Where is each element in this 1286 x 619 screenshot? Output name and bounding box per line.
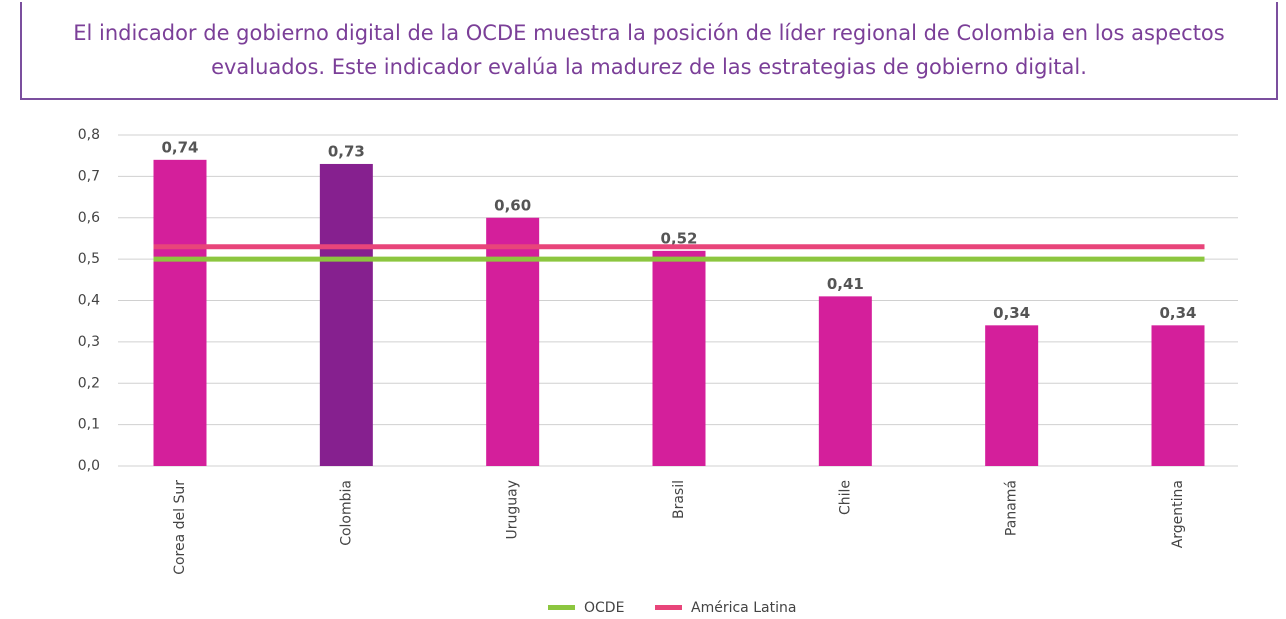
x-tick-label: Corea del Sur xyxy=(172,480,188,575)
value-label: 0,52 xyxy=(660,229,697,247)
value-label: 0,73 xyxy=(328,142,365,160)
legend-label: OCDE xyxy=(584,600,624,616)
y-tick-label: 0,0 xyxy=(78,458,100,474)
x-tick-label: Chile xyxy=(837,480,853,515)
bar xyxy=(153,159,207,466)
value-label: 0,74 xyxy=(161,138,198,156)
bar xyxy=(486,217,540,466)
x-tick-label: Argentina xyxy=(1170,480,1186,548)
value-label: 0,34 xyxy=(993,304,1030,322)
y-tick-label: 0,1 xyxy=(78,417,100,433)
legend-label: América Latina xyxy=(691,600,796,616)
bar xyxy=(319,163,373,466)
value-label: 0,41 xyxy=(827,275,864,293)
x-tick-label: Brasil xyxy=(671,480,687,519)
x-tick-label: Colombia xyxy=(338,480,354,546)
x-tick-label: Uruguay xyxy=(505,480,521,540)
bar xyxy=(818,296,872,466)
bar xyxy=(652,250,706,466)
x-tick-label: Panamá xyxy=(1004,480,1020,536)
y-tick-label: 0,8 xyxy=(78,127,100,143)
y-tick-label: 0,3 xyxy=(78,334,100,350)
legend-swatch xyxy=(655,605,682,610)
y-tick-label: 0,7 xyxy=(78,168,100,184)
y-tick-label: 0,4 xyxy=(78,293,100,309)
legend-swatch xyxy=(548,605,575,610)
bar xyxy=(985,325,1039,466)
chart-title: El indicador de gobierno digital de la O… xyxy=(20,2,1278,100)
value-label: 0,60 xyxy=(494,196,531,214)
y-tick-label: 0,5 xyxy=(78,251,100,267)
y-tick-label: 0,6 xyxy=(78,210,100,226)
y-tick-label: 0,2 xyxy=(78,375,100,391)
value-label: 0,34 xyxy=(1159,304,1196,322)
bar xyxy=(1151,325,1205,466)
